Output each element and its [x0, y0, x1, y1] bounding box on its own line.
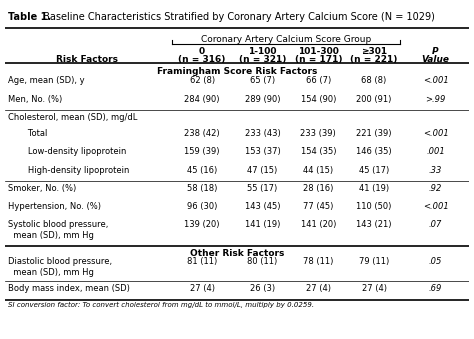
Text: 65 (7): 65 (7) — [250, 77, 275, 85]
Text: 221 (39): 221 (39) — [356, 129, 392, 138]
Text: .001: .001 — [426, 147, 445, 156]
Text: 1-100: 1-100 — [248, 46, 277, 56]
Text: (n = 171): (n = 171) — [294, 55, 342, 64]
Text: 45 (17): 45 (17) — [359, 165, 389, 175]
Text: Coronary Artery Calcium Score Group: Coronary Artery Calcium Score Group — [201, 35, 371, 44]
Text: 77 (45): 77 (45) — [303, 202, 334, 211]
Text: Low-density lipoprotein: Low-density lipoprotein — [20, 147, 127, 156]
Text: Smoker, No. (%): Smoker, No. (%) — [9, 184, 77, 193]
Text: 79 (11): 79 (11) — [359, 257, 389, 266]
Text: Systolic blood pressure,
  mean (SD), mm Hg: Systolic blood pressure, mean (SD), mm H… — [9, 220, 109, 240]
Text: .33: .33 — [429, 165, 442, 175]
Text: 80 (11): 80 (11) — [247, 257, 278, 266]
Text: 44 (15): 44 (15) — [303, 165, 333, 175]
Text: 284 (90): 284 (90) — [184, 95, 220, 104]
Text: ≥301: ≥301 — [361, 46, 387, 56]
Text: 55 (17): 55 (17) — [247, 184, 278, 193]
Text: Men, No. (%): Men, No. (%) — [9, 95, 63, 104]
Text: 289 (90): 289 (90) — [245, 95, 280, 104]
Text: Risk Factors: Risk Factors — [56, 55, 118, 64]
Text: .05: .05 — [429, 257, 442, 266]
Text: 66 (7): 66 (7) — [306, 77, 331, 85]
Text: .92: .92 — [429, 184, 442, 193]
Text: 143 (45): 143 (45) — [245, 202, 280, 211]
Text: 233 (43): 233 (43) — [245, 129, 281, 138]
Text: Table 1.: Table 1. — [9, 12, 52, 22]
Text: .07: .07 — [429, 220, 442, 229]
Text: (n = 321): (n = 321) — [239, 55, 286, 64]
Text: 96 (30): 96 (30) — [187, 202, 218, 211]
Text: Value: Value — [421, 55, 449, 64]
Text: 26 (3): 26 (3) — [250, 284, 275, 293]
Text: 58 (18): 58 (18) — [187, 184, 218, 193]
Text: (n = 316): (n = 316) — [179, 55, 226, 64]
Text: 101-300: 101-300 — [298, 46, 339, 56]
Text: 141 (19): 141 (19) — [245, 220, 280, 229]
Text: Baseline Characteristics Stratified by Coronary Artery Calcium Score (N = 1029): Baseline Characteristics Stratified by C… — [40, 12, 435, 22]
Text: Framingham Score Risk Factors: Framingham Score Risk Factors — [157, 67, 317, 76]
Text: 41 (19): 41 (19) — [359, 184, 389, 193]
Text: 139 (20): 139 (20) — [184, 220, 220, 229]
Text: <.001: <.001 — [423, 202, 448, 211]
Text: High-density lipoprotein: High-density lipoprotein — [20, 165, 129, 175]
Text: 159 (39): 159 (39) — [184, 147, 220, 156]
Text: Other Risk Factors: Other Risk Factors — [190, 248, 284, 258]
Text: 27 (4): 27 (4) — [362, 284, 386, 293]
Text: .69: .69 — [429, 284, 442, 293]
Text: 200 (91): 200 (91) — [356, 95, 392, 104]
Text: <.001: <.001 — [423, 129, 448, 138]
Text: 143 (21): 143 (21) — [356, 220, 392, 229]
Text: 68 (8): 68 (8) — [361, 77, 387, 85]
Text: (n = 221): (n = 221) — [350, 55, 398, 64]
Text: 28 (16): 28 (16) — [303, 184, 334, 193]
Text: Body mass index, mean (SD): Body mass index, mean (SD) — [9, 284, 130, 293]
Text: P: P — [432, 46, 439, 56]
Text: Cholesterol, mean (SD), mg/dL: Cholesterol, mean (SD), mg/dL — [9, 113, 138, 122]
Text: Age, mean (SD), y: Age, mean (SD), y — [9, 77, 85, 85]
Text: 81 (11): 81 (11) — [187, 257, 217, 266]
Text: 146 (35): 146 (35) — [356, 147, 392, 156]
Text: 45 (16): 45 (16) — [187, 165, 217, 175]
Text: Hypertension, No. (%): Hypertension, No. (%) — [9, 202, 101, 211]
Text: 27 (4): 27 (4) — [190, 284, 215, 293]
Text: Total: Total — [20, 129, 47, 138]
Text: Diastolic blood pressure,
  mean (SD), mm Hg: Diastolic blood pressure, mean (SD), mm … — [9, 257, 113, 277]
Text: 238 (42): 238 (42) — [184, 129, 220, 138]
Text: 0: 0 — [199, 46, 205, 56]
Text: >.99: >.99 — [425, 95, 446, 104]
Text: 233 (39): 233 (39) — [301, 129, 336, 138]
Text: 110 (50): 110 (50) — [356, 202, 392, 211]
Text: 47 (15): 47 (15) — [247, 165, 278, 175]
Text: 154 (90): 154 (90) — [301, 95, 336, 104]
Text: SI conversion factor: To convert cholesterol from mg/dL to mmol/L, multiply by 0: SI conversion factor: To convert cholest… — [9, 301, 315, 307]
Text: 154 (35): 154 (35) — [301, 147, 336, 156]
Text: 153 (37): 153 (37) — [245, 147, 281, 156]
Text: 141 (20): 141 (20) — [301, 220, 336, 229]
Text: <.001: <.001 — [423, 77, 448, 85]
Text: 78 (11): 78 (11) — [303, 257, 334, 266]
Text: 62 (8): 62 (8) — [190, 77, 215, 85]
Text: 27 (4): 27 (4) — [306, 284, 331, 293]
